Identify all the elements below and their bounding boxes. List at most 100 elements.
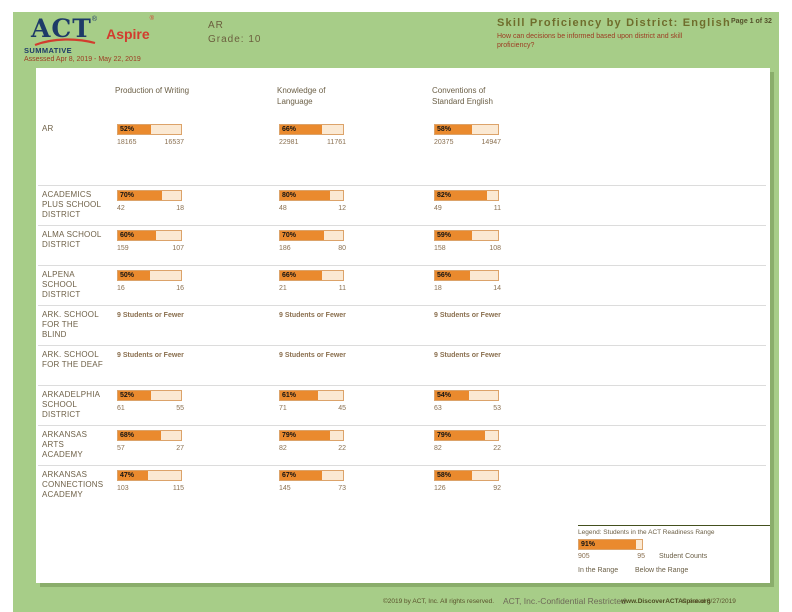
bar-counts: 159 107 [117,245,184,252]
proficiency-bar: 70% [279,229,344,241]
skill-cell: 68% 57 27 [117,429,279,465]
legend: Legend: Students in the ACT Readiness Ra… [578,525,770,574]
skill-cell: 52% 18165 16537 [117,123,279,146]
below-range-count: 22 [493,444,501,452]
below-range-count: 16537 [164,138,184,146]
suppressed-note: 9 Students or Fewer [117,311,184,319]
table-row: ARKANSAS CONNECTIONS ACADEMY 47% 103 115 67%… [38,464,766,505]
district-label: AR [42,123,54,133]
report-card: Production of Writing Knowledge of Langu… [36,68,770,583]
bar-percent-label: 66% [282,125,297,133]
bar-percent-label: 68% [120,431,135,439]
skill-cell: 58% 20375 14947 [434,123,766,146]
bar-percent-label: 52% [120,391,135,399]
act-swoosh-icon [34,38,96,47]
bar-counts: 18165 16537 [117,139,184,146]
below-range-count: 115 [172,484,184,492]
below-range-count: 14 [493,284,501,292]
in-range-count: 63 [434,404,442,412]
bar-counts: 63 53 [434,405,501,412]
skill-cell: 82% 49 11 [434,189,766,225]
bar-counts: 20375 14947 [434,139,501,146]
proficiency-bar: 52% [117,389,182,401]
table-row: ARKADELPHIA SCHOOL DISTRICT 52% 61 55 61% 71 4… [38,384,766,425]
skill-cell: 66% 21 11 [279,269,434,305]
below-range-count: 53 [493,404,501,412]
below-range-count: 73 [338,484,346,492]
in-range-count: 145 [279,484,291,492]
skill-cell: 79% 82 22 [279,429,434,465]
aspire-registered-mark: ® [149,16,155,22]
proficiency-bar: 66% [279,269,344,281]
bar-fill [280,190,331,200]
bar-fill [280,270,322,280]
bar-fill [118,230,156,240]
bar-percent-label: 82% [437,191,452,199]
in-range-count: 49 [434,204,442,212]
legend-counts: 905 95 [578,553,645,560]
act-aspire-logo: ACT®Aspire® [31,14,155,47]
below-range-count: 11 [338,284,346,292]
proficiency-bar: 60% [117,229,182,241]
region-label: AR [208,20,224,31]
bar-counts: 42 18 [117,205,184,212]
proficiency-bar: 56% [434,269,499,281]
bar-percent-label: 61% [282,391,297,399]
table-row: ALMA SCHOOL DISTRICT 60% 159 107 70% 186 80 59%… [38,224,766,265]
skill-cell: 70% 42 18 [117,189,279,225]
in-range-count: 103 [117,484,129,492]
in-range-count: 20375 [434,138,454,146]
column-header-production-of-writing: Production of Writing [115,86,190,95]
suppressed-note: 9 Students or Fewer [434,351,501,359]
skill-cell: 9 Students or Fewer [279,350,434,385]
bar-counts: 22981 11761 [279,139,346,146]
bar-counts: 158 108 [434,245,501,252]
below-range-count: 45 [338,404,346,412]
skill-cell: 70% 186 80 [279,229,434,265]
skill-cell: 54% 63 53 [434,389,766,425]
bar-counts: 126 92 [434,485,501,492]
bar-percent-label: 54% [437,391,452,399]
below-range-count: 11 [493,204,501,212]
bar-percent-label: 58% [437,125,452,133]
below-range-count: 11761 [327,138,346,146]
legend-below-range-label: Below the Range [635,567,689,574]
skill-cell: 52% 61 55 [117,389,279,425]
bar-counts: 21 11 [279,285,346,292]
bar-percent-label: 50% [120,271,135,279]
in-range-count: 158 [434,244,446,252]
bar-percent-label: 67% [282,471,297,479]
in-range-count: 186 [279,244,291,252]
proficiency-bar: 80% [279,189,344,201]
act-registered-mark: ® [91,16,98,23]
act-logo-text: ACT [31,14,92,43]
below-range-count: 55 [176,404,184,412]
proficiency-bar: 58% [434,469,499,481]
program-label: SUMMATIVE [24,46,73,55]
bar-fill [280,470,323,480]
in-range-count: 22981 [279,138,299,146]
column-header-conventions: Conventions of Standard English [432,86,493,106]
report-page-background: ACT®Aspire® SUMMATIVE Assessed Apr 8, 20… [13,12,779,612]
proficiency-bar: 67% [279,469,344,481]
legend-bar-percent-label: 91% [581,541,596,548]
skill-cell: 67% 145 73 [279,469,434,505]
proficiency-bar: 52% [117,123,182,135]
below-range-count: 108 [489,244,501,252]
region-grade-block: AR Grade: 10 [208,19,261,47]
skill-cell: 80% 48 12 [279,189,434,225]
below-range-count: 16 [176,284,184,292]
footer-created-date: Created 8/27/2019 [682,598,736,605]
column-header-knowledge-of-language: Knowledge of Language [277,86,326,106]
bar-fill [118,390,151,400]
in-range-count: 16 [117,284,125,292]
bar-percent-label: 66% [282,271,297,279]
district-rows: AR 52% 18165 16537 66% 22981 11761 58% 20375 1494… [36,123,770,505]
skill-cell: 9 Students or Fewer [117,350,279,385]
bar-counts: 82 22 [279,445,346,452]
bar-counts: 57 27 [117,445,184,452]
bar-fill [435,430,485,440]
footer-confidential: ACT, Inc.-Confidential Restricted [503,596,626,606]
in-range-count: 18 [434,284,442,292]
in-range-count: 82 [434,444,442,452]
